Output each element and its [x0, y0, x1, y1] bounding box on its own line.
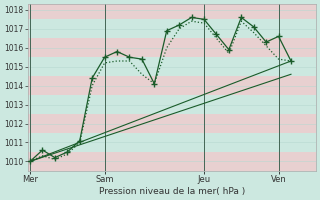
Bar — [28, 133, 316, 152]
Bar — [28, 76, 316, 95]
X-axis label: Pression niveau de la mer( hPa ): Pression niveau de la mer( hPa ) — [99, 187, 245, 196]
Bar — [28, 0, 316, 19]
Bar — [28, 152, 316, 171]
Bar — [28, 19, 316, 38]
Bar — [28, 57, 316, 76]
Bar — [28, 38, 316, 57]
Bar — [28, 95, 316, 114]
Bar — [28, 114, 316, 133]
